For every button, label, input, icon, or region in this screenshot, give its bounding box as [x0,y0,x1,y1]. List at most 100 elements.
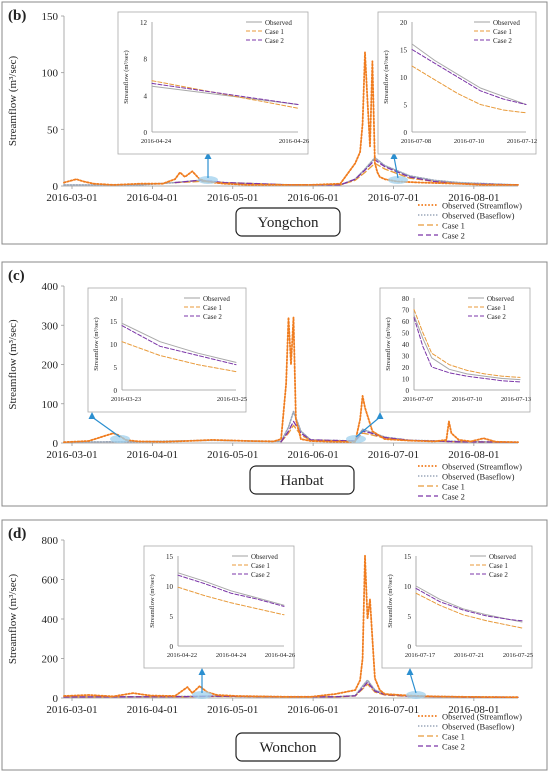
inset-y-axis-label: Streamflow (m³/sec) [387,574,394,627]
legend-label: Observed (Streamflow) [442,201,522,211]
x-tick-label: 2016-03-01 [46,192,97,204]
inset-legend-label: Observed [489,553,516,561]
y-tick-label: 100 [42,68,59,80]
series-line-observed-streamflow- [63,316,519,444]
inset-x-tick-label: 2016-04-22 [167,652,197,659]
inset-chart-2: 0 10 20 30 40 50 60 70 80 2016-07-07 2016-07-10 201… [379,287,531,413]
legend-label: Observed (Streamflow) [442,712,522,722]
inset-series-line-case-1 [415,592,523,629]
legend-label: Observed (Baseflow) [442,472,515,482]
inset-legend-label: Case 1 [265,28,284,36]
inset-legend-label: Case 1 [203,304,222,312]
x-tick-label: 2016-06-01 [287,192,338,204]
inset-series-line-case-1 [121,341,237,373]
inset-legend-label: Case 2 [493,37,512,45]
zoom-highlight [192,691,212,699]
inset-legend-label: Case 1 [489,562,508,570]
x-tick-label: 2016-08-01 [448,449,499,461]
legend-label: Observed (Baseflow) [442,722,515,732]
inset-frame [87,287,247,413]
inset-series-line-case-2 [121,325,237,366]
legend-label: Case 1 [442,221,465,231]
series-line-observed-streamflow- [63,51,519,186]
inset-legend-label: Case 1 [251,562,270,570]
inset-legend-label: Case 2 [251,571,270,579]
inset-y-tick-label: 20 [402,364,410,372]
inset-x-tick-label: 2016-03-23 [111,396,141,403]
inset-x-tick-label: 2016-07-10 [452,396,482,403]
inset-legend-label: Observed [251,553,278,561]
inset-chart-2: 0 5 10 15 20 2016-07-08 2016-07-10 2016-07-12 St… [377,11,537,155]
inset-y-tick-label: 20 [110,295,118,303]
y-tick-label: 800 [42,535,59,547]
series-line-observed-streamflow- [63,554,519,699]
inset-frame [377,11,537,155]
inset-legend-label: Case 2 [489,571,508,579]
zoom-arrow-head [198,668,206,675]
inset-y-tick-label: 15 [110,318,118,326]
inset-y-axis-label: Streamflow (m³/sec) [149,574,156,627]
inset-series-line-case-2 [151,82,299,105]
inset-series-line-case-2 [415,587,523,622]
inset-y-tick-label: 5 [170,613,174,621]
zoom-highlight [198,176,218,184]
zoom-arrow-head [390,152,398,159]
inset-series-line-case-2 [411,49,527,105]
inset-y-tick-label: 15 [404,553,412,561]
series-line-case-1 [63,683,519,699]
inset-y-tick-label: 30 [402,353,410,361]
inset-legend-label: Case 2 [265,37,284,45]
inset-y-tick-label: 20 [400,19,408,27]
y-tick-label: 150 [42,11,59,23]
inset-frame [117,11,309,155]
legend-label: Case 2 [442,231,465,241]
y-tick-label: 200 [42,654,59,666]
inset-x-tick-label: 2016-04-26 [279,138,310,145]
series-line-case-2 [63,681,519,699]
inset-y-tick-label: 60 [402,318,410,326]
inset-x-tick-label: 2016-07-10 [454,138,484,145]
inset-series-line-case-2 [413,317,521,383]
y-tick-label: 200 [42,360,59,372]
inset-y-tick-label: 10 [166,583,174,591]
x-tick-label: 2016-06-01 [287,704,338,716]
legend-label: Case 1 [442,732,465,742]
y-axis-label: Streamflow (m³/sec) [7,573,19,664]
inset-y-tick-label: 15 [400,47,408,55]
x-tick-label: 2016-03-01 [46,704,97,716]
y-tick-label: 400 [42,614,59,626]
zoom-highlight [406,691,426,699]
zoom-arrow [91,416,121,438]
y-tick-label: 0 [53,693,59,705]
zoom-arrow-head [376,412,384,419]
inset-series-line-case-1 [177,586,285,616]
inset-legend-label: Case 2 [487,313,506,321]
x-tick-label: 2016-06-01 [287,449,338,461]
panel-frame [1,1,548,245]
y-tick-label: 0 [53,438,59,450]
inset-y-tick-label: 4 [144,92,148,100]
inset-frame [143,545,295,669]
inset-legend-label: Case 1 [487,304,506,312]
inset-legend-label: Case 1 [493,28,512,36]
zoom-highlight [110,435,130,443]
inset-series-line-case-2 [177,574,285,607]
inset-y-tick-label: 10 [110,341,118,349]
x-tick-label: 2016-07-01 [368,704,419,716]
inset-y-axis-label: Streamflow (m³/sec) [383,50,390,103]
x-tick-label: 2016-04-01 [127,449,178,461]
x-tick-label: 2016-08-01 [448,192,499,204]
inset-series-line-observed [411,43,527,105]
inset-y-tick-label: 70 [402,307,410,315]
series-line-observed-baseflow- [63,156,519,186]
inset-chart-2: 0 5 10 15 2016-07-17 2016-07-21 2016-07-25 Stre… [381,545,533,669]
inset-legend-label: Observed [493,19,520,27]
station-name-box [235,732,341,762]
inset-x-tick-label: 2016-03-25 [217,396,247,403]
inset-y-axis-label: Streamflow (m³/sec) [93,317,100,370]
y-tick-label: 100 [42,399,59,411]
inset-y-tick-label: 0 [114,387,118,395]
inset-y-tick-label: 10 [404,583,412,591]
